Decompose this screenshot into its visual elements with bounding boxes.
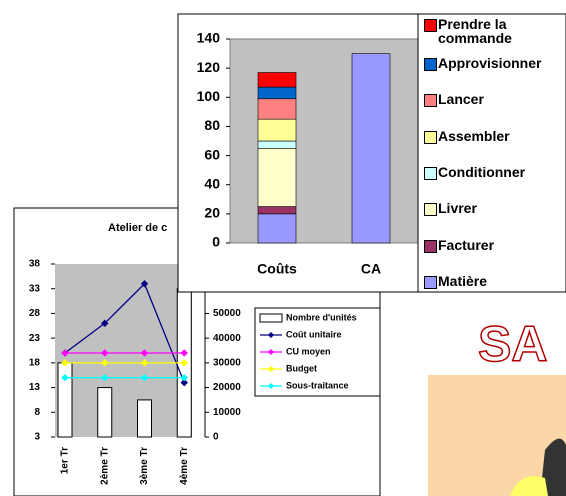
y-tick-label: 20 [204,205,220,221]
x-tick-label: 1er Tr [60,447,71,474]
plot-area [55,264,192,437]
legend-swatch [424,166,437,180]
legend-swatch [424,203,437,217]
bar-segment [257,118,297,142]
y-tick-label: 140 [197,30,221,46]
y-tick-label: 8 [34,407,40,418]
chart-title: Atelier de c [108,222,167,234]
legend-label: Prendre la commande [438,16,512,46]
marker [180,373,188,382]
y-tick-label: 120 [197,59,221,75]
legend-marker [268,332,274,338]
legend-swatch [424,94,437,108]
legend-marker [268,366,274,372]
marker [61,349,69,357]
bar-segment [351,53,391,244]
y-tick-label: 3 [34,432,40,443]
legend-label: Sous-traitance [286,380,349,390]
legend-swatch [424,19,437,32]
legend-label: Budget [286,363,317,373]
slide-text: SA [478,316,547,372]
y-tick-label: 40 [204,175,220,191]
legend-label: Coût unitaire [286,329,342,339]
y-tick-label: 23 [29,333,41,344]
marker [61,359,69,367]
y-tick-label: 28 [29,308,41,319]
legend-swatch [424,58,437,71]
legend-marker [268,349,274,355]
x-tick-label: Coûts [257,261,297,277]
y2-tick-label: 40000 [213,333,241,344]
y2-tick-label: 20000 [213,382,241,393]
marker [140,280,149,288]
marker [101,319,109,328]
x-tick-label: 3ème Tr [139,447,150,485]
x-tick-label: 2ème Tr [99,447,110,485]
marker [101,349,109,357]
legend-label: Lancer [438,91,484,108]
legend-label: Approvisionner [438,55,542,71]
legend-marker [268,383,274,389]
y2-tick-label: 10000 [213,407,241,418]
legend-label: Conditionner [438,163,526,180]
marker [180,378,188,387]
marker [180,359,188,367]
legend-swatch [259,313,283,323]
marker [61,373,69,382]
legend-label: Nombre d'unités [286,312,357,322]
y-tick-label: 13 [29,382,41,393]
legend-label: Facturer [438,236,495,253]
bar-segment [257,72,297,88]
bar-segment [257,147,297,207]
y2-tick-label: 50000 [213,308,241,319]
marker [140,373,149,382]
legend-label: Assembler [438,127,510,144]
y-tick-label: 80 [204,117,220,133]
x-tick-label: 4ème Tr [179,447,190,485]
bar-segment [257,98,297,120]
picture-shape [540,438,566,496]
marker [180,349,188,357]
x-tick-label: CA [361,261,381,277]
bar [97,387,113,438]
legend-swatch [424,275,437,289]
y-tick-label: 0 [212,234,220,250]
bar [137,399,152,438]
legend-label: CU moyen [286,346,331,356]
marker [140,359,149,367]
picture-shape [510,476,548,496]
y-tick-label: 100 [197,88,221,104]
y2-tick-label: 30000 [213,357,241,368]
legend-label: Livrer [438,200,477,217]
bar-segment [257,206,297,215]
legend-swatch [424,130,437,144]
marker [101,373,109,382]
legend-swatch [424,239,437,253]
y-tick-label: 38 [29,259,41,270]
y-tick-label: 33 [29,283,41,294]
legend-label: Matière [438,272,488,289]
marker [101,359,109,367]
y-tick-label: 18 [29,357,41,368]
line [64,282,185,383]
y-tick-label: 60 [204,146,220,162]
marker [140,349,149,357]
bar-segment [257,86,297,100]
bar-segment [257,213,297,244]
bar-segment [257,140,297,149]
bar [57,362,73,438]
y2-tick-label: 0 [213,432,219,443]
